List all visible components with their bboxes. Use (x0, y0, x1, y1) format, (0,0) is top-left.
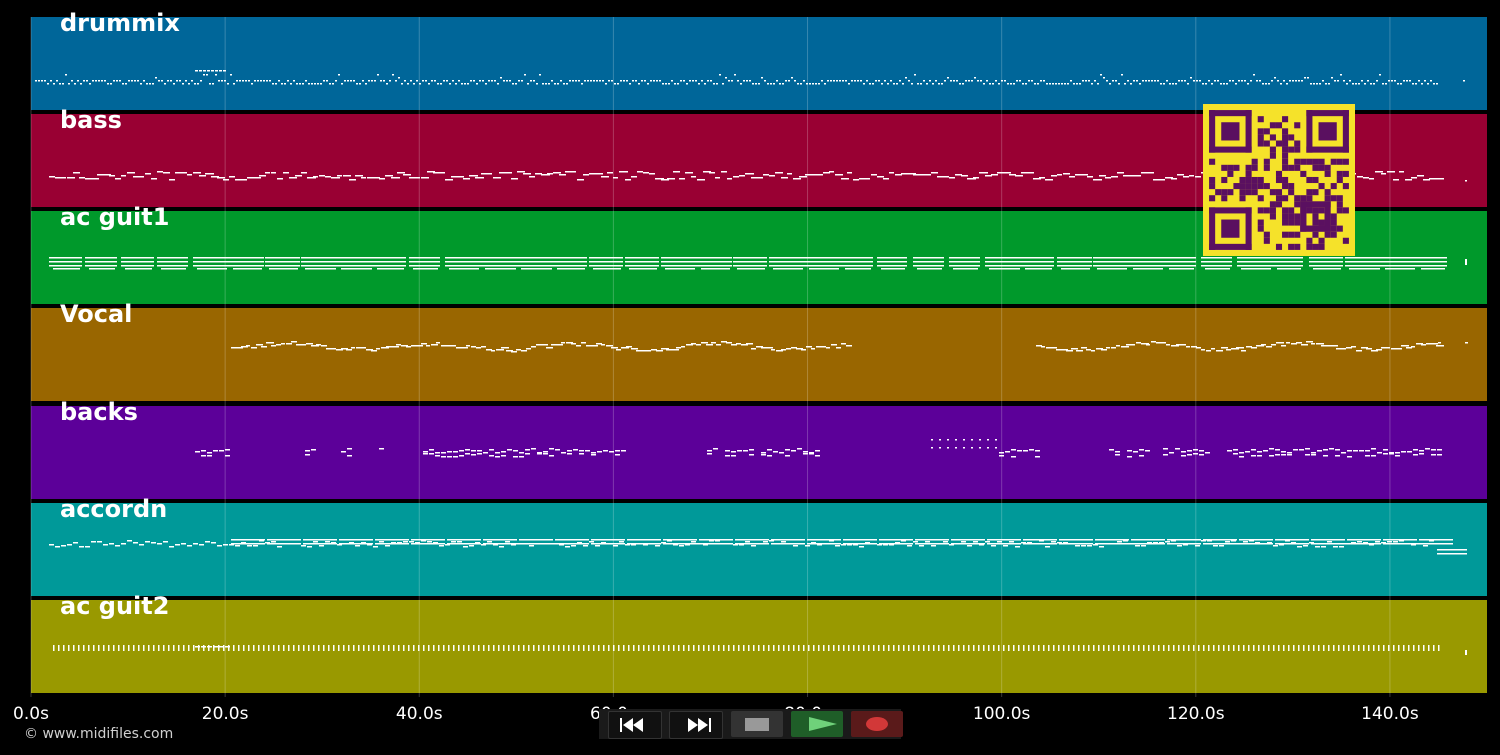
track-notes (35, 70, 1465, 85)
note-lane (49, 171, 1467, 182)
track-area: drummix bass ac guit1 Vocal backs accordn ac g… (31, 9, 1487, 693)
track-ac-guit2[interactable]: ac guit2 (31, 592, 1487, 693)
transport-controls (599, 709, 903, 739)
track-name: bass (60, 106, 122, 134)
track-name: Vocal (60, 300, 133, 328)
track-drummix[interactable]: drummix (31, 9, 1487, 110)
track-notes (49, 539, 1467, 555)
track-notes (195, 439, 1442, 458)
note-lane (195, 439, 1442, 458)
track-notes (231, 341, 1468, 353)
track-notes (53, 645, 1467, 655)
copyright-text: © www.midifiles.com (24, 726, 174, 742)
qr-code-icon (1203, 104, 1355, 256)
track-vocal[interactable]: Vocal (31, 300, 1487, 401)
stop-icon (745, 718, 769, 731)
play-button[interactable] (791, 711, 843, 737)
time-tick-label: 100.0s (972, 704, 1031, 724)
time-tick-label: 0.0s (13, 704, 49, 724)
track-notes (49, 257, 1467, 270)
track-backs[interactable]: backs (31, 398, 1487, 499)
note-lane (35, 70, 1465, 85)
track-name: ac guit2 (60, 592, 170, 620)
fast-forward-icon (688, 718, 711, 732)
track-notes (49, 171, 1467, 182)
play-icon (809, 717, 837, 731)
time-tick-label: 40.0s (395, 704, 443, 724)
track-accordn[interactable]: accordn (31, 495, 1487, 596)
record-button[interactable] (851, 711, 903, 737)
rewind-icon (620, 718, 643, 732)
note-lane (53, 645, 1467, 655)
time-tick-label: 120.0s (1167, 704, 1225, 724)
note-lane (49, 539, 1467, 555)
rewind-button[interactable] (608, 711, 662, 739)
record-icon (866, 717, 888, 731)
track-name: backs (60, 398, 138, 426)
track-name: drummix (60, 9, 180, 37)
fast-forward-button[interactable] (669, 711, 723, 739)
time-tick-label: 140.0s (1361, 704, 1419, 724)
track-name: accordn (60, 495, 168, 523)
track-name: ac guit1 (60, 203, 170, 231)
note-lane (231, 341, 1468, 353)
note-lane (49, 257, 1467, 270)
time-tick-label: 20.0s (201, 704, 249, 724)
stop-button[interactable] (731, 711, 783, 737)
